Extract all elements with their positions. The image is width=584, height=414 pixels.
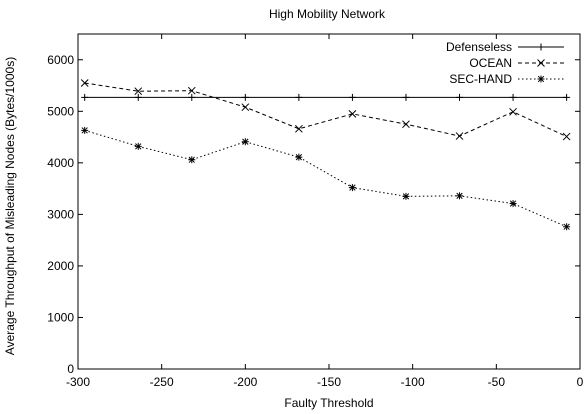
legend-label: SEC-HAND — [449, 72, 512, 86]
marker-stroke — [241, 103, 250, 112]
data-point — [455, 132, 464, 140]
data-point — [241, 103, 250, 112]
x-tick-label: 0 — [577, 375, 584, 389]
data-point — [348, 93, 356, 101]
marker-stroke — [80, 79, 89, 87]
marker-stroke — [295, 154, 303, 161]
data-point — [509, 200, 517, 208]
series-defenseless — [81, 93, 571, 101]
axis-ticks: -300 -250 -200 -150 -100 -50 0 0 1000 2000 3000 400… — [47, 34, 584, 389]
data-point — [509, 93, 517, 101]
legend-entry: SEC-HAND — [449, 72, 564, 86]
y-tick-label: 0 — [67, 362, 74, 376]
data-point — [134, 93, 142, 101]
data-point — [188, 156, 196, 164]
data-point — [348, 110, 357, 118]
data-point — [134, 142, 142, 150]
data-point — [80, 79, 89, 87]
data-point — [348, 184, 356, 192]
data-point — [456, 93, 464, 101]
legend: Defenseless OCEAN SEC-HAND — [446, 40, 564, 86]
y-tick-label: 1000 — [47, 310, 74, 324]
legend-label: OCEAN — [469, 56, 512, 70]
legend-label: Defenseless — [446, 40, 512, 54]
marker-stroke — [455, 132, 464, 140]
y-tick-label: 3000 — [47, 207, 74, 221]
data-point — [537, 43, 545, 51]
data-point — [188, 93, 196, 101]
data-point — [295, 153, 303, 161]
y-tick-label: 5000 — [47, 104, 74, 118]
data-point — [563, 223, 571, 231]
marker-stroke — [295, 124, 303, 133]
data-point — [456, 192, 464, 200]
series-line — [84, 129, 567, 228]
data-point — [537, 59, 545, 67]
marker-stroke — [563, 223, 570, 230]
marker-stroke — [187, 86, 196, 95]
x-tick-label: -50 — [488, 375, 506, 389]
data-point — [241, 138, 249, 146]
x-tick-label: -100 — [401, 375, 425, 389]
data-point — [562, 132, 571, 141]
data-point — [295, 93, 303, 101]
data-point — [295, 124, 303, 133]
series-line — [84, 82, 567, 138]
series-ocean — [80, 79, 571, 141]
x-axis-label: Faulty Threshold — [284, 396, 373, 410]
data-point — [81, 93, 89, 101]
x-tick-label: -300 — [66, 375, 90, 389]
marker-stroke — [456, 192, 463, 199]
marker-stroke — [135, 143, 142, 150]
data-point — [402, 93, 410, 101]
series-layer — [80, 79, 571, 231]
x-tick-label: -250 — [150, 375, 174, 389]
x-tick-label: -200 — [233, 375, 257, 389]
data-point — [81, 126, 89, 134]
marker-stroke — [348, 110, 357, 118]
marker-stroke — [537, 59, 545, 67]
y-tick-label: 6000 — [47, 53, 74, 67]
data-point — [563, 93, 571, 101]
marker-stroke — [134, 87, 143, 96]
legend-entry: OCEAN — [469, 56, 564, 70]
data-point — [187, 86, 196, 95]
data-point — [402, 120, 410, 129]
marker-stroke — [242, 138, 249, 145]
legend-entry: Defenseless — [446, 40, 564, 54]
marker-stroke — [188, 156, 195, 163]
marker-stroke — [402, 120, 410, 129]
marker-stroke — [81, 127, 88, 134]
chart-title: High Mobility Network — [269, 7, 386, 21]
y-axis-label: Average Throughput of Misleading Nodes (… — [3, 57, 17, 355]
marker-stroke — [402, 193, 410, 200]
data-point — [134, 87, 143, 96]
data-point — [509, 107, 517, 116]
data-point — [241, 93, 249, 101]
series-sec-hand — [81, 126, 571, 231]
marker-stroke — [509, 200, 517, 207]
marker-stroke — [349, 184, 356, 191]
marker-stroke — [537, 75, 545, 83]
x-tick-label: -150 — [317, 375, 341, 389]
y-tick-label: 2000 — [47, 259, 74, 273]
data-point — [402, 192, 410, 200]
data-point — [537, 75, 545, 83]
marker-stroke — [509, 107, 517, 116]
y-tick-label: 4000 — [47, 156, 74, 170]
marker-stroke — [562, 132, 571, 141]
